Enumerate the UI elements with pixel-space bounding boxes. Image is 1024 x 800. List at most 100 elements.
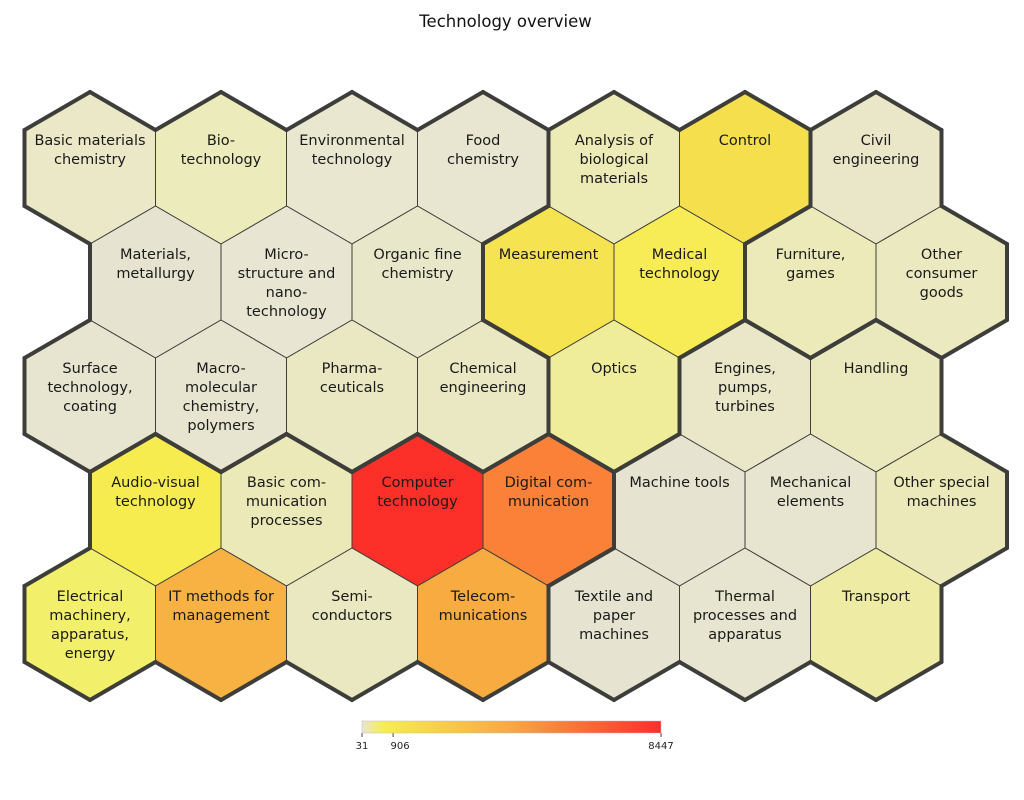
hex-label: Thermal processes and apparatus [693, 589, 797, 643]
domain-border [481, 204, 551, 246]
domain-border [481, 90, 551, 132]
hex-label-line: Basic materials [34, 133, 145, 149]
domain-border [612, 660, 682, 702]
domain-border [808, 318, 878, 360]
hex-label-line: Other [921, 247, 962, 263]
hex-label-line: Optics [591, 361, 637, 377]
hex-label-line: processes and [693, 608, 797, 624]
hex-label-line: Furniture, [776, 247, 846, 263]
hex-label-line: goods [920, 285, 964, 301]
hex-label: Semi-conductors [312, 589, 392, 624]
hex-label: Digital com-munication [505, 475, 593, 510]
hex-label-line: IT methods for [168, 589, 274, 605]
domain-border [153, 90, 223, 132]
hex-label-line: munications [439, 608, 528, 624]
hex-label-line: Electrical [57, 589, 124, 605]
domain-border [153, 432, 223, 474]
domain-border [808, 90, 878, 132]
hex-label-line: conductors [312, 608, 392, 624]
hex-label-line: Basic com- [247, 475, 326, 491]
hex-label: Other consumer goods [906, 247, 978, 301]
hex-label-line: munication [508, 494, 589, 510]
hex-label-line: technology [115, 494, 196, 510]
hex-label-line: Semi- [331, 589, 373, 605]
scale-tick-label: 906 [391, 741, 410, 752]
hex-label: Other special machines [893, 475, 989, 510]
hex-label: Chemical engineering [440, 361, 527, 396]
hex-label-line: munication [246, 494, 327, 510]
color-scale-bar [362, 721, 661, 733]
domain-border [350, 660, 420, 702]
hex-label-line: technology, [47, 380, 132, 396]
hex-label: Electrical machinery, apparatus, energy [49, 589, 130, 662]
hex-label-line: technology [377, 494, 458, 510]
color-legend: 31 906 8447 [356, 720, 674, 752]
hex-label-line: technology [246, 304, 327, 320]
hex-label: Telecom-munications [439, 589, 528, 624]
domain-border [939, 546, 1009, 588]
hex-label-line: Audio-visual [111, 475, 200, 491]
hex-label: Handling [844, 361, 909, 377]
hex-label-line: paper [593, 608, 635, 624]
hex-label-line: elements [777, 494, 844, 510]
hex-label-line: Medical [652, 247, 708, 263]
hex-label: Food chemistry [447, 133, 519, 168]
hex-label-line: processes [250, 513, 322, 529]
hex-label-line: engineering [833, 152, 920, 168]
domain-border [677, 318, 747, 360]
hex-label: Mechanical elements [770, 475, 852, 510]
domain-border [546, 90, 616, 132]
hex-label: Audio-visual technology [111, 475, 200, 510]
hex-label: Analysis of biological materials [575, 133, 654, 187]
domain-border [284, 432, 354, 474]
domain-border [219, 660, 289, 702]
hex-label-line: management [172, 608, 269, 624]
hex-label: Computer technology [377, 475, 458, 510]
domain-border [415, 660, 485, 702]
hex-label-line: Handling [844, 361, 909, 377]
hex-label-line: Pharma- [322, 361, 383, 377]
hex-label-line: Surface [62, 361, 117, 377]
domain-border [219, 90, 289, 132]
domain-border [939, 204, 1009, 246]
domain-border [939, 318, 1009, 360]
hex-label-line: polymers [187, 418, 254, 434]
domain-border [481, 318, 551, 360]
domain-border [350, 90, 420, 132]
domain-border [88, 90, 158, 132]
hex-label-line: materials [580, 171, 648, 187]
domain-border [874, 90, 944, 132]
hex-label: Organic fine chemistry [373, 247, 461, 282]
domain-border [743, 90, 813, 132]
hex-label-line: biological [579, 152, 648, 168]
hex-label-line: pumps, [718, 380, 772, 396]
hex-label: Basic com-munication processes [246, 475, 327, 529]
hex-label: Macro-molecular chemistry, polymers [183, 361, 260, 434]
domain-border [481, 432, 551, 474]
domain-border [481, 660, 551, 702]
hex-label-line: Materials, [120, 247, 191, 263]
hex-label-line: Thermal [714, 589, 775, 605]
hex-label: Transport [841, 589, 910, 605]
hex-label-line: Measurement [499, 247, 599, 263]
domain-borders-layer [22, 90, 1009, 702]
domain-border [22, 546, 92, 588]
domain-border [546, 660, 616, 702]
chart-title: Technology overview [419, 12, 592, 31]
hex-label-line: Telecom- [450, 589, 515, 605]
hex-label-line: structure and [238, 266, 336, 282]
hex-label-line: Analysis of [575, 133, 654, 149]
hex-label-line: nano- [266, 285, 308, 301]
domain-border [612, 432, 682, 474]
hex-label-line: Macro- [196, 361, 245, 377]
hex-label-line: coating [63, 399, 117, 415]
hex-label-line: Mechanical [770, 475, 852, 491]
hex-label-line: Food [466, 133, 501, 149]
domain-border [546, 546, 616, 588]
hex-label-line: energy [65, 646, 116, 662]
domain-border [677, 90, 747, 132]
hex-label-line: molecular [185, 380, 257, 396]
hex-label-line: Digital com- [505, 475, 593, 491]
hex-label: Materials, metallurgy [116, 247, 195, 282]
scale-tick-label: 8447 [648, 741, 673, 752]
